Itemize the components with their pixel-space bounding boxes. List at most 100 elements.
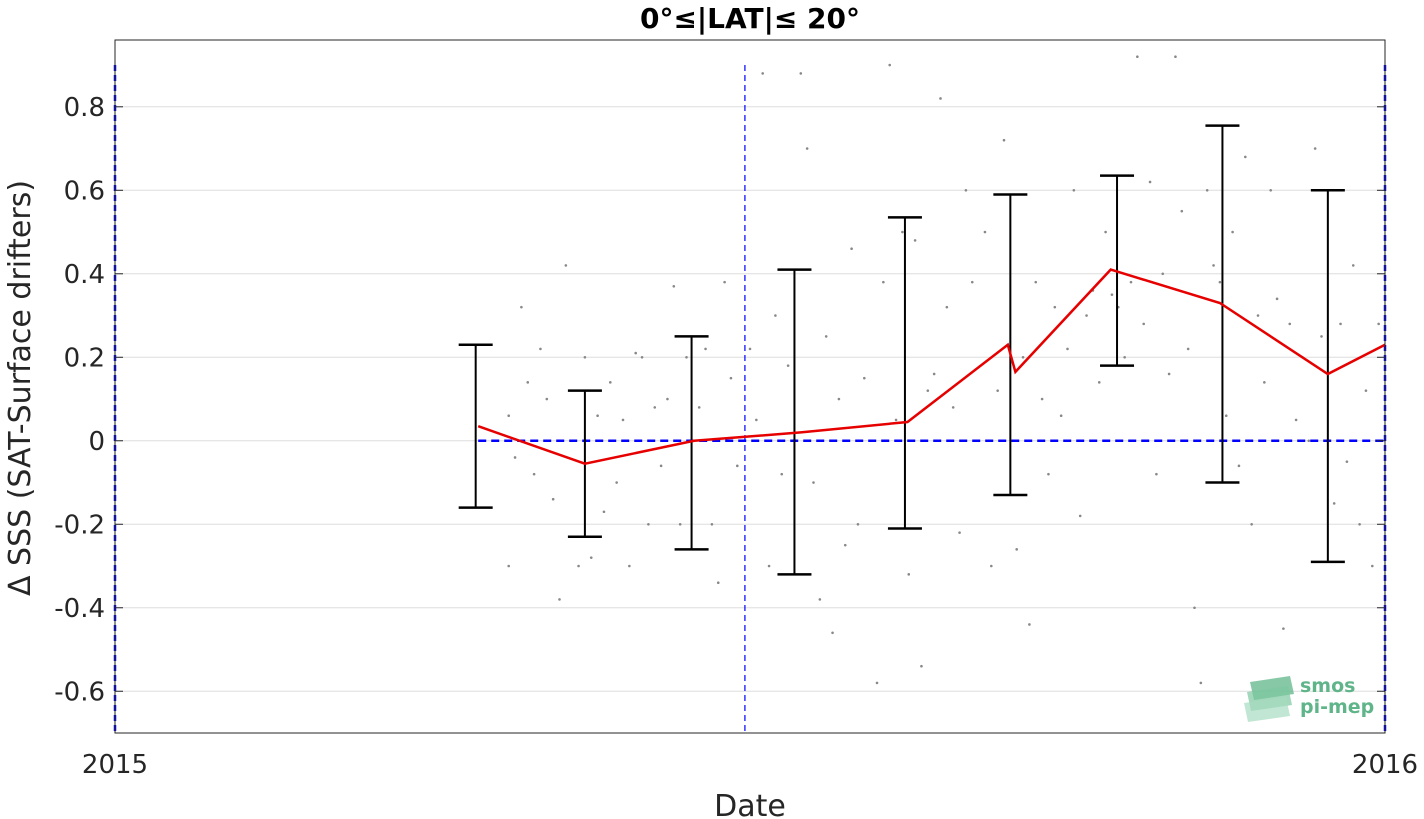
scatter-point [1377, 322, 1380, 326]
scatter-point [882, 280, 885, 284]
scatter-point [761, 72, 764, 75]
scatter-point [824, 335, 828, 338]
scatter-point [564, 264, 568, 267]
mean-line [477, 268, 1386, 465]
scatter-point [799, 72, 803, 75]
scatter-point [1059, 414, 1063, 418]
scatter-point [907, 573, 911, 576]
scatter-point [1231, 230, 1234, 234]
scatter-point [596, 414, 599, 418]
scatter-point [1085, 314, 1088, 317]
scatter-point [983, 230, 987, 234]
scatter-point [1351, 264, 1355, 267]
scatter-point [539, 347, 542, 351]
scatter-point [1263, 381, 1266, 384]
scatter-point [1136, 55, 1139, 58]
scatter-point [951, 406, 955, 409]
scatter-point [1104, 230, 1107, 234]
y-tick-label: 0 [88, 427, 105, 457]
scatter-point [1256, 314, 1260, 317]
scatter-point [1364, 389, 1368, 392]
scatter-point [685, 355, 688, 359]
scatter-point [1161, 272, 1165, 276]
scatter-point [1180, 209, 1184, 213]
scatter-point [1167, 372, 1171, 376]
scatter-point [704, 347, 707, 351]
scatter-point [888, 63, 891, 67]
scatter-point [1205, 188, 1209, 192]
x-tick-label: 2015 [82, 750, 148, 780]
scatter-point [1313, 147, 1317, 150]
scatter-point [551, 497, 555, 501]
logo-mark-icon [1244, 676, 1294, 722]
scatter-point [621, 418, 625, 422]
scatter-point [672, 285, 676, 288]
scatter-point [996, 389, 999, 392]
y-tick-label: -0.2 [54, 510, 105, 540]
scatter-point [678, 522, 682, 526]
scatter-point [716, 581, 720, 585]
scatter-point [634, 351, 637, 355]
scatter-point [1332, 502, 1336, 505]
scatter-point [850, 247, 853, 251]
scatter-point [1148, 180, 1152, 184]
scatter-point [932, 372, 936, 376]
y-axis-ticks: -0.6 -0.4 -0.2 0 0.2 0.4 0.6 0.8 [54, 93, 1385, 707]
scatter-point [729, 376, 733, 380]
scatter-point [780, 472, 784, 476]
scatter-points [507, 55, 1380, 685]
scatter-point [863, 376, 866, 380]
plot-frame [114, 39, 1386, 734]
scatter-point [640, 355, 644, 359]
scatter-point [520, 305, 523, 309]
scatter-point [1053, 305, 1057, 309]
scatter-point [1002, 138, 1006, 142]
scatter-point [926, 389, 930, 392]
scatter-point [990, 564, 993, 568]
scatter-point [1142, 322, 1145, 326]
scatter-point [1244, 155, 1247, 159]
scatter-point [755, 418, 758, 422]
x-axis-title: Date [714, 789, 786, 819]
scatter-point [1155, 472, 1158, 476]
scatter-point [1250, 522, 1253, 526]
scatter-point [837, 397, 841, 401]
scatter-point [945, 305, 949, 309]
scatter-point [1040, 397, 1044, 401]
scatter-point [1339, 322, 1342, 326]
scatter-point [964, 188, 968, 192]
scatter-point [1110, 293, 1114, 296]
scatter-point [1371, 564, 1374, 568]
scatter-point [1275, 297, 1279, 301]
scatter-point [805, 147, 809, 150]
scatter-point [970, 280, 974, 284]
scatter-point [1282, 627, 1285, 630]
logo-line2: pi-mep [1300, 696, 1374, 718]
plot-background [115, 40, 1385, 733]
scatter-point [1186, 347, 1190, 351]
scatter-point [1320, 335, 1323, 338]
scatter-point [748, 347, 752, 351]
scatter-point [894, 418, 898, 422]
scatter-point [736, 464, 739, 468]
scatter-point [1015, 548, 1018, 551]
smos-pi-mep-logo: smos pi-mep [1244, 675, 1374, 722]
mean-series-line [477, 268, 1386, 465]
logo-line1: smos [1300, 675, 1355, 697]
scatter-point [1047, 472, 1050, 476]
scatter-point [723, 280, 726, 284]
scatter-point [609, 381, 612, 384]
scatter-point [577, 564, 580, 568]
scatter-point [1034, 280, 1038, 284]
y-tick-label: 0.2 [64, 343, 105, 373]
scatter-point [767, 564, 771, 568]
scatter-point [1174, 55, 1177, 58]
scatter-point [507, 564, 511, 568]
scatter-point [1224, 414, 1228, 418]
scatter-point [1237, 464, 1241, 468]
scatter-point [901, 230, 904, 234]
scatter-point [920, 664, 923, 668]
scatter-point [843, 543, 847, 547]
y-tick-label: -0.4 [54, 594, 105, 624]
